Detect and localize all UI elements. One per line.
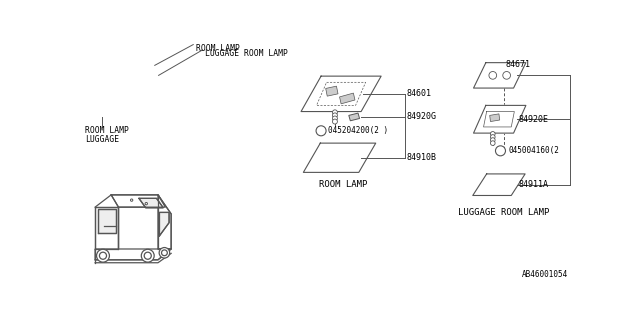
Polygon shape <box>349 113 360 121</box>
Polygon shape <box>139 198 163 208</box>
Polygon shape <box>474 63 526 88</box>
Text: LUGGAGE: LUGGAGE <box>86 135 120 144</box>
Polygon shape <box>326 86 338 96</box>
Polygon shape <box>111 195 165 207</box>
Circle shape <box>490 138 495 142</box>
Circle shape <box>97 249 109 262</box>
Text: 84920G: 84920G <box>406 112 436 121</box>
Circle shape <box>495 146 506 156</box>
Circle shape <box>332 113 337 118</box>
Circle shape <box>161 250 167 256</box>
Text: 84671: 84671 <box>506 60 531 69</box>
Polygon shape <box>340 93 355 104</box>
Text: LUGGAGE ROOM LAMP: LUGGAGE ROOM LAMP <box>458 208 549 217</box>
Text: 045204200(2 ): 045204200(2 ) <box>328 126 388 135</box>
Polygon shape <box>474 105 526 133</box>
Circle shape <box>141 249 154 262</box>
Circle shape <box>99 252 106 259</box>
Circle shape <box>489 71 497 79</box>
Circle shape <box>332 116 337 121</box>
Text: 84911A: 84911A <box>519 180 549 189</box>
Text: 045004160(2: 045004160(2 <box>509 146 560 155</box>
Polygon shape <box>95 249 171 260</box>
Polygon shape <box>490 114 500 122</box>
Text: S: S <box>319 128 323 134</box>
Circle shape <box>144 252 151 259</box>
Circle shape <box>316 126 326 136</box>
Text: AB46001054: AB46001054 <box>522 270 568 279</box>
Text: S: S <box>499 148 502 154</box>
Text: 84920E: 84920E <box>519 115 549 124</box>
Circle shape <box>332 110 337 115</box>
Polygon shape <box>159 212 169 236</box>
Text: ROOM LAMP: ROOM LAMP <box>319 180 367 189</box>
Circle shape <box>332 119 337 124</box>
Polygon shape <box>301 76 381 112</box>
Text: 84910B: 84910B <box>406 153 436 162</box>
Polygon shape <box>158 195 171 249</box>
Text: LUGGAGE ROOM LAMP: LUGGAGE ROOM LAMP <box>205 49 287 58</box>
Polygon shape <box>303 143 376 172</box>
Polygon shape <box>95 207 118 249</box>
Circle shape <box>159 248 170 258</box>
Circle shape <box>490 135 495 139</box>
Text: ROOM LAMP: ROOM LAMP <box>196 44 239 53</box>
Circle shape <box>490 141 495 145</box>
Circle shape <box>503 71 511 79</box>
Circle shape <box>490 132 495 136</box>
Circle shape <box>145 203 147 205</box>
Polygon shape <box>98 210 116 233</box>
Polygon shape <box>473 174 525 196</box>
Text: 84601: 84601 <box>406 89 431 98</box>
Text: ROOM LAMP: ROOM LAMP <box>86 126 129 135</box>
Circle shape <box>131 199 133 201</box>
